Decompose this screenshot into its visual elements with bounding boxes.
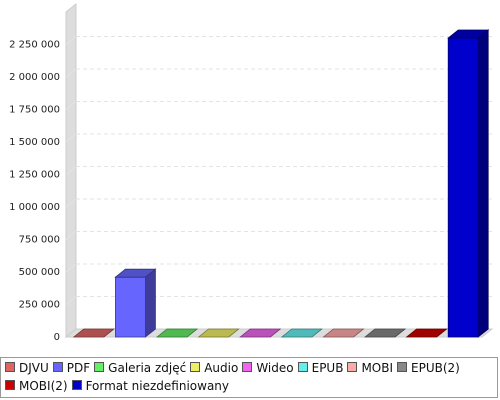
bars — [72, 29, 490, 338]
legend-label: MOBI(2) — [19, 379, 68, 393]
legend: DJVU PDF Galeria zdjęć Audio Wideo EPUB MOBI EP… — [0, 357, 498, 398]
grid-line — [65, 68, 77, 78]
bar-top — [197, 328, 240, 338]
legend-item: Format niezdefiniowany — [71, 377, 230, 395]
legend-item: EPUB — [297, 359, 344, 377]
legend-item: Audio — [190, 359, 238, 377]
y-tick-label: 750 000 — [19, 235, 60, 246]
grid-line — [65, 101, 77, 110]
legend-label: MOBI — [361, 361, 394, 375]
bar-wideo — [239, 328, 282, 338]
bar-mobi — [322, 328, 365, 338]
bar-top — [72, 328, 115, 338]
legend-label: DJVU — [19, 361, 49, 375]
legend-label: EPUB(2) — [411, 361, 460, 375]
bar-epub — [280, 328, 323, 338]
legend-item: MOBI(2) — [5, 377, 68, 395]
bar-top — [322, 328, 365, 338]
y-tick-label: 2 250 000 — [9, 40, 60, 51]
bar-top — [114, 268, 157, 278]
legend-swatch — [94, 362, 105, 372]
legend-item: Wideo — [242, 359, 294, 377]
legend-swatch — [5, 362, 15, 372]
y-axis: 0 250 000 500 000 750 000 1 000 000 1 250 000… — [9, 40, 60, 344]
legend-item: DJVU — [5, 359, 49, 377]
grid-line — [65, 166, 77, 175]
grid-line — [65, 231, 77, 240]
legend-item: MOBI — [347, 359, 393, 377]
legend-swatch — [297, 362, 308, 372]
bar-top — [239, 328, 282, 338]
y-tick-label: 1 250 000 — [9, 170, 60, 181]
bar-top — [280, 328, 323, 338]
bar-top — [155, 328, 199, 338]
bar-pdf — [114, 268, 157, 338]
bar-side — [477, 29, 489, 338]
legend-label: Wideo — [256, 361, 294, 375]
legend-item: Galeria zdjęć — [94, 359, 186, 377]
grid-line — [65, 198, 77, 208]
y-tick-label: 500 000 — [19, 267, 60, 278]
legend-label: EPUB — [311, 361, 344, 375]
bar-front — [115, 276, 146, 338]
legend-label: Galeria zdjęć — [108, 361, 187, 375]
bar-top — [405, 328, 448, 338]
bar-front — [447, 37, 479, 338]
y-tick-label: 2 000 000 — [9, 72, 60, 83]
y-tick-label: 1 000 000 — [9, 202, 60, 213]
bar-format-niezdefiniowany — [447, 29, 490, 338]
legend-label: Audio — [204, 361, 239, 375]
grid-line — [65, 296, 77, 305]
bar-mobi-2- — [405, 328, 448, 338]
y-tick-label: 1 500 000 — [9, 137, 60, 148]
bar-galeria-zdj- — [155, 328, 199, 338]
y-tick-label: 1 750 000 — [9, 105, 60, 116]
grid-line — [65, 36, 77, 45]
legend-swatch — [242, 362, 253, 372]
bar-audio — [197, 328, 240, 338]
bar-top — [447, 29, 490, 39]
grid-line — [65, 263, 77, 273]
bar-djvu — [72, 328, 115, 338]
bar-top — [363, 328, 407, 338]
legend-swatch — [52, 362, 63, 372]
legend-swatch — [347, 362, 358, 372]
y-tick-label: 250 000 — [19, 300, 60, 311]
legend-swatch — [5, 380, 15, 390]
y-tick-label: 0 — [54, 332, 60, 343]
legend-item: EPUB(2) — [397, 359, 460, 377]
bar-chart: 0 250 000 500 000 750 000 1 000 000 1 250 000… — [9, 2, 494, 344]
bar-epub-2- — [363, 328, 407, 338]
legend-swatch — [71, 380, 82, 390]
bar-side — [144, 268, 156, 338]
grid-line — [65, 133, 77, 143]
legend-item: PDF — [52, 359, 91, 377]
legend-label: Format niezdefiniowany — [85, 379, 230, 393]
legend-label: PDF — [66, 361, 91, 375]
legend-swatch — [190, 362, 201, 372]
legend-swatch — [397, 362, 408, 372]
